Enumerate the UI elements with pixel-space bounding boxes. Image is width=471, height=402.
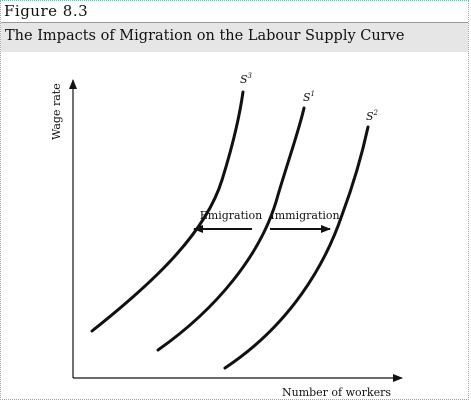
figure-number: Figure 8.3: [4, 1, 88, 21]
figure-number-text: Figure 8.3: [4, 2, 89, 20]
emigration-label: Emigration: [200, 209, 262, 222]
title-band: The Impacts of Migration on the Labour S…: [1, 22, 468, 52]
curve-label-s1: S1: [303, 90, 315, 104]
supply-curve-s1: [156, 106, 306, 352]
figure-title: The Impacts of Migration on the Labour S…: [5, 28, 405, 44]
supply-curve-s2: [223, 125, 370, 370]
curve-label-s3: S3: [240, 72, 253, 86]
y-axis-label: Wage rate: [50, 83, 63, 140]
curve-label-s2: S2: [366, 109, 379, 123]
immigration-label: Immigration: [270, 209, 339, 222]
x-axis-label: Number of workers: [282, 386, 391, 399]
supply-curve-s3: [90, 90, 245, 333]
